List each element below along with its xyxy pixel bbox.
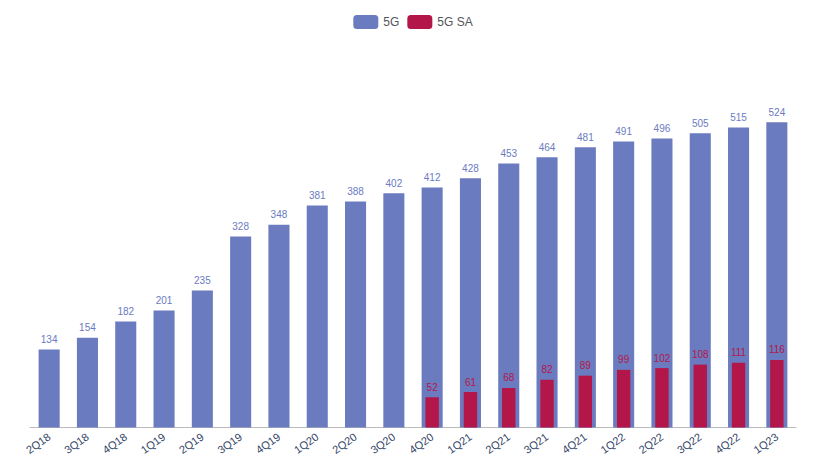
svg-text:412: 412 <box>424 172 441 183</box>
svg-text:1Q22: 1Q22 <box>598 431 627 456</box>
svg-text:3Q20: 3Q20 <box>368 431 397 456</box>
svg-text:453: 453 <box>500 148 517 159</box>
svg-text:1Q23: 1Q23 <box>751 431 780 456</box>
svg-text:182: 182 <box>117 306 134 317</box>
svg-text:4Q20: 4Q20 <box>407 431 436 456</box>
svg-text:4Q22: 4Q22 <box>713 431 742 456</box>
svg-text:3Q18: 3Q18 <box>62 431 91 456</box>
svg-text:116: 116 <box>769 344 785 355</box>
svg-text:2Q18: 2Q18 <box>24 431 53 456</box>
svg-text:2Q22: 2Q22 <box>636 431 665 456</box>
svg-text:496: 496 <box>654 123 671 134</box>
svg-text:464: 464 <box>539 142 556 153</box>
svg-text:82: 82 <box>541 364 553 375</box>
svg-text:52: 52 <box>427 382 439 393</box>
svg-text:1Q21: 1Q21 <box>445 431 474 456</box>
svg-text:328: 328 <box>232 221 249 232</box>
svg-text:235: 235 <box>194 275 211 286</box>
svg-text:154: 154 <box>79 322 96 333</box>
svg-text:402: 402 <box>386 178 403 189</box>
svg-text:3Q19: 3Q19 <box>215 431 244 456</box>
svg-text:2Q21: 2Q21 <box>483 431 512 456</box>
svg-text:5G SA: 5G SA <box>437 15 472 29</box>
svg-text:491: 491 <box>615 126 632 137</box>
svg-text:3Q22: 3Q22 <box>675 431 704 456</box>
svg-text:481: 481 <box>577 132 594 143</box>
svg-text:61: 61 <box>465 377 477 388</box>
svg-text:388: 388 <box>347 186 364 197</box>
svg-text:2Q20: 2Q20 <box>330 431 359 456</box>
svg-text:5G: 5G <box>383 15 399 29</box>
svg-text:4Q19: 4Q19 <box>253 431 282 456</box>
svg-text:348: 348 <box>271 209 288 220</box>
svg-text:134: 134 <box>41 334 58 345</box>
svg-text:68: 68 <box>503 372 515 383</box>
svg-text:428: 428 <box>462 163 479 174</box>
svg-text:515: 515 <box>730 112 747 123</box>
svg-text:99: 99 <box>618 354 630 365</box>
svg-text:102: 102 <box>654 353 671 364</box>
svg-text:89: 89 <box>580 360 592 371</box>
svg-text:3Q21: 3Q21 <box>522 431 551 456</box>
svg-text:4Q18: 4Q18 <box>100 431 129 456</box>
svg-text:2Q19: 2Q19 <box>177 431 206 456</box>
svg-text:1Q19: 1Q19 <box>139 431 168 456</box>
svg-text:4Q21: 4Q21 <box>560 431 589 456</box>
svg-text:524: 524 <box>769 107 786 118</box>
svg-text:111: 111 <box>731 347 747 358</box>
svg-text:505: 505 <box>692 118 709 129</box>
svg-text:108: 108 <box>692 349 709 360</box>
svg-text:1Q20: 1Q20 <box>292 431 321 456</box>
svg-text:381: 381 <box>309 190 326 201</box>
svg-text:201: 201 <box>156 295 173 306</box>
